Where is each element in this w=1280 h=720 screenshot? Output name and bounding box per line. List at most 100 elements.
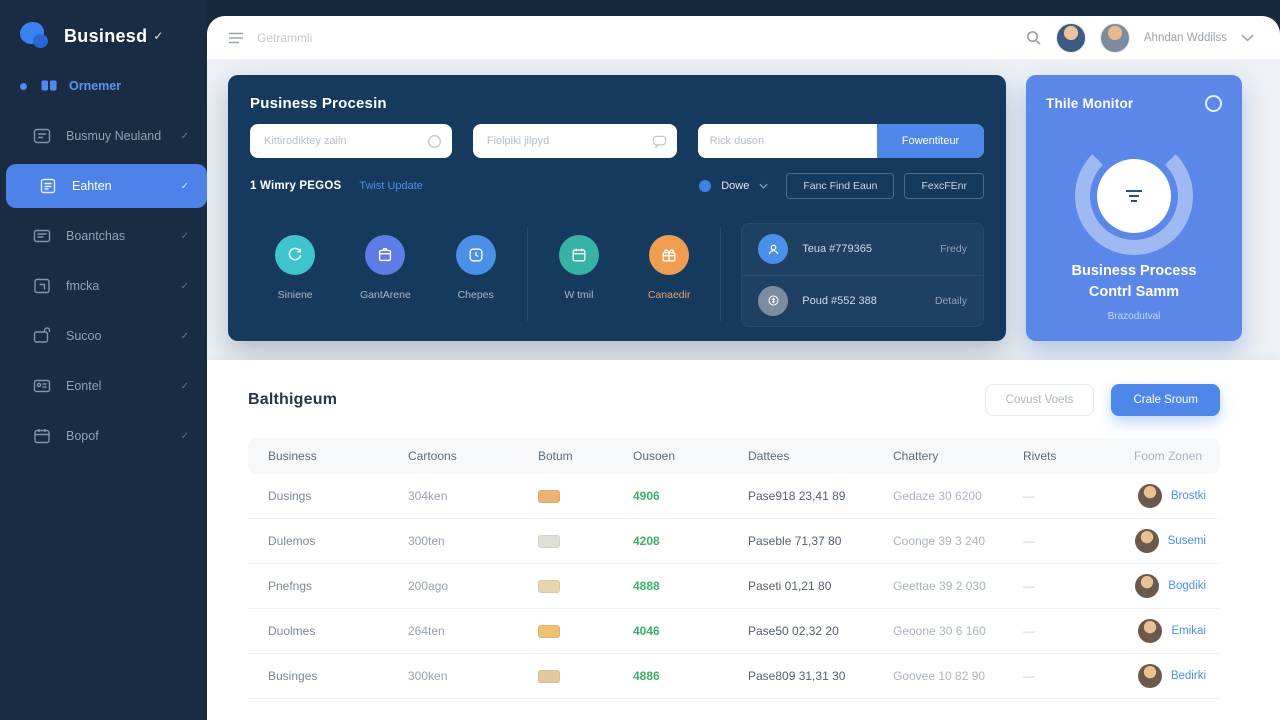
sidebar-item-fmcka[interactable]: fmcka ✓ <box>0 264 207 308</box>
radio-circle-icon[interactable] <box>427 134 442 149</box>
column-header[interactable]: Foom Zonen <box>1133 449 1202 463</box>
avatar[interactable] <box>1055 22 1086 53</box>
chevron-down-icon[interactable] <box>759 183 768 189</box>
sidebar-item-label: Ornemer <box>69 79 122 93</box>
column-header[interactable]: Rivets <box>1023 449 1057 463</box>
cell-chattery: Geettae 39 2 030 <box>893 579 986 593</box>
sidebar-item-eontel[interactable]: Eontel ✓ <box>0 364 207 408</box>
owner-link[interactable]: Emikai <box>1171 625 1206 637</box>
secondary-button[interactable]: Covust Voets <box>984 384 1095 416</box>
cell-owner: Emikai <box>1118 619 1220 643</box>
search-icon[interactable] <box>1025 29 1042 46</box>
toggle-label[interactable]: Dowe <box>721 180 750 192</box>
quick-action-canaedir[interactable]: Canaedir <box>624 223 714 327</box>
sidebar-item-ornemer[interactable]: Ornemer <box>0 64 207 108</box>
sidebar-item-bopof[interactable]: Bopof ✓ <box>0 414 207 458</box>
cell-business: Businges <box>268 669 318 683</box>
owner-link[interactable]: Bedirki <box>1170 670 1206 682</box>
sync-icon <box>275 235 316 275</box>
filter-input-1[interactable] <box>250 135 452 147</box>
monitor-title: Thile Monitor <box>1046 96 1134 111</box>
table-row: Businges 300ken 4886 Pase809 31,31 30 Go… <box>248 654 1220 699</box>
filter-field-1 <box>250 124 452 158</box>
quick-action-label: Canaedir <box>647 289 691 301</box>
cell-dattees: Pase50 02,32 20 <box>748 624 839 638</box>
cell-rivets: — <box>1023 579 1035 593</box>
status-dot-icon <box>699 180 712 192</box>
quick-action-label: GantArene <box>360 289 411 301</box>
user-icon <box>758 234 789 265</box>
status-badge <box>538 534 560 548</box>
column-header[interactable]: Business <box>268 449 317 463</box>
user-name: Ahndan Wddilss <box>1143 31 1227 44</box>
cell-chattery: Gedaze 30 6200 <box>893 489 982 503</box>
stat-row-poud[interactable]: Poud #552 388 Detaily <box>742 274 983 327</box>
logo[interactable]: Businesd ✓ <box>0 0 207 52</box>
filter-inputs: Fowentiteur <box>250 124 984 158</box>
chat-icon[interactable] <box>652 135 667 148</box>
cell-dattees: Pase918 23,41 89 <box>748 489 846 503</box>
cell-cartoons: 200ago <box>408 579 449 593</box>
quick-action-gantarene[interactable]: GantArene <box>340 223 430 327</box>
avatar[interactable] <box>1134 529 1159 553</box>
column-header[interactable]: Ousoen <box>633 449 676 463</box>
avatar[interactable] <box>1099 22 1130 53</box>
filter-button-1[interactable]: Fanc Find Eaun <box>786 173 895 199</box>
quick-action-chepes[interactable]: Chepes <box>431 223 521 327</box>
logo-check-icon: ✓ <box>153 29 164 43</box>
filter-input-3[interactable] <box>697 124 877 158</box>
quick-action-siniene[interactable]: Siniene <box>250 223 340 327</box>
owner-link[interactable]: Brostki <box>1170 490 1206 502</box>
sidebar-nav: Ornemer Busmuy Neuland ✓ Eahten ✓ <box>0 64 207 464</box>
search-button[interactable]: Fowentiteur <box>877 124 984 158</box>
owner-link[interactable]: Bogdiki <box>1168 580 1206 592</box>
monitor-heading-line2: Contrl Samm <box>1088 284 1180 300</box>
sidebar-item-eahten[interactable]: Eahten ✓ <box>6 164 207 208</box>
table-row: Dulemos 300ten 4208 Paseble 71,37 80 Coo… <box>248 519 1220 564</box>
sidebar-item-neuland[interactable]: Busmuy Neuland ✓ <box>0 114 207 158</box>
primary-button[interactable]: Crale Sroum <box>1111 384 1220 416</box>
filter-button-2[interactable]: FexcFEnr <box>904 173 984 199</box>
card-icon <box>32 126 52 146</box>
package-icon <box>365 235 406 275</box>
stat-row-teua[interactable]: Teua #779365 Fredy <box>742 224 983 275</box>
menu-toggle-icon[interactable] <box>228 31 244 45</box>
quick-action-wtmil[interactable]: W tmil <box>534 223 624 327</box>
update-link[interactable]: Twist Update <box>359 180 423 192</box>
column-header[interactable]: Dattees <box>748 449 790 463</box>
owner-link[interactable]: Susemi <box>1167 535 1206 547</box>
radio-circle-icon[interactable] <box>1205 95 1222 112</box>
cell-owner: Bogdiki <box>1118 574 1220 598</box>
panel-meta-actions: Dowe Fanc Find Eaun FexcFEnr <box>699 173 984 199</box>
divider <box>720 227 722 321</box>
avatar[interactable] <box>1138 619 1163 643</box>
sidebar-item-boantchas[interactable]: Boantchas ✓ <box>0 214 207 258</box>
avatar[interactable] <box>1135 574 1160 598</box>
monitor-headings: Business Process Contrl Samm Brazodutval <box>1026 261 1242 322</box>
monitor-heading-line1: Business Process <box>1071 263 1197 279</box>
table-header-bar: Balthigeum Covust Voets Crale Sroum <box>248 384 1220 416</box>
monitor-subtext: Brazodutval <box>1107 311 1161 322</box>
status-badge <box>538 579 560 593</box>
filter-input-2[interactable] <box>472 135 677 147</box>
check-icon: ✓ <box>180 230 189 242</box>
avatar[interactable] <box>1137 664 1162 688</box>
sidebar-item-sucoo[interactable]: Sucoo ✓ <box>0 314 207 358</box>
table-actions: Covust Voets Crale Sroum <box>984 384 1220 416</box>
quick-actions-row: Siniene GantArene Chepes <box>250 223 984 327</box>
check-icon: ✓ <box>180 430 189 442</box>
logo-text: Businesd <box>64 25 148 46</box>
column-header[interactable]: Cartoons <box>408 449 457 463</box>
column-header[interactable]: Chattery <box>893 449 939 463</box>
chevron-down-icon[interactable] <box>1241 34 1254 42</box>
cell-business: Dulemos <box>268 534 316 548</box>
quick-action-label: Siniene <box>277 289 313 301</box>
divider <box>526 227 528 321</box>
avatar[interactable] <box>1137 484 1162 508</box>
column-header[interactable]: Botum <box>538 449 573 463</box>
table-row: Dusings 304ken 4906 Pase918 23,41 89 Ged… <box>248 474 1220 519</box>
check-icon: ✓ <box>180 130 189 142</box>
panel-meta-row: 1 Wimry PEGOS Twist Update Dowe Fanc Fin… <box>250 173 984 199</box>
table-section: Balthigeum Covust Voets Crale Sroum Busi… <box>207 360 1280 720</box>
